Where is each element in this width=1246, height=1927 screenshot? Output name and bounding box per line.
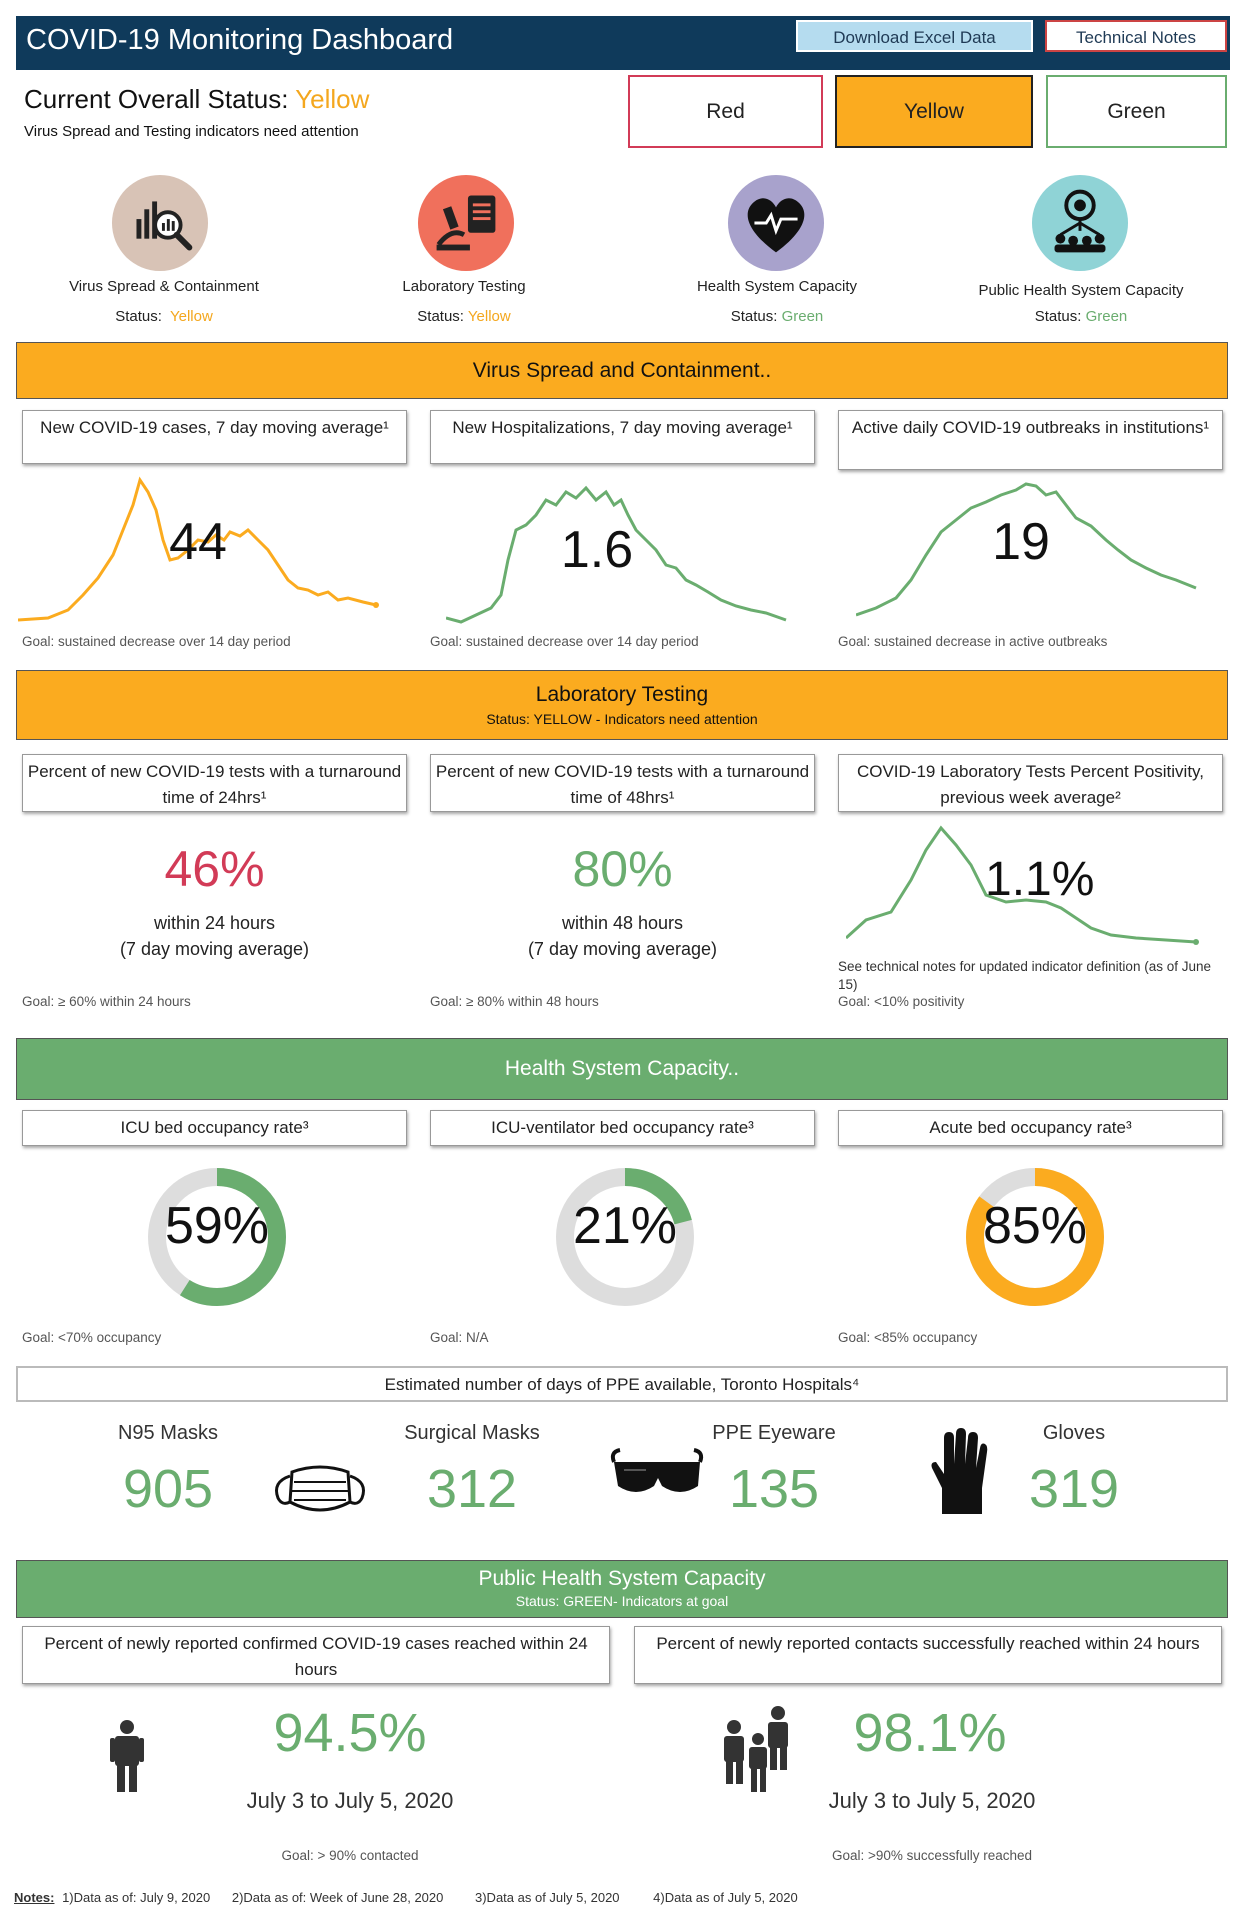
goggles-icon bbox=[610, 1448, 704, 1492]
value-acute-occupancy: 85% bbox=[982, 1197, 1088, 1255]
lab-section-subtitle: Status: YELLOW - Indicators need attenti… bbox=[486, 711, 758, 727]
ppe-label-n95: N95 Masks bbox=[117, 1422, 219, 1444]
lab-card-title-24hrs: Percent of new COVID-19 tests with a tur… bbox=[22, 754, 407, 812]
sparkline-cases bbox=[18, 476, 379, 622]
person-icon bbox=[110, 1720, 144, 1792]
category-status-public: Status: Green bbox=[1034, 308, 1128, 325]
ppe-value-gloves: 319 bbox=[1028, 1459, 1120, 1519]
virus-section-title: Virus Spread and Containment.. bbox=[472, 359, 772, 382]
ppe-label-gloves: Gloves bbox=[1042, 1422, 1106, 1444]
health-section-banner: Health System Capacity.. bbox=[16, 1038, 1228, 1100]
health-card-title-acute: Acute bed occupancy rate³ bbox=[838, 1110, 1223, 1146]
goal-icu-occupancy: Goal: <70% occupancy bbox=[22, 1330, 162, 1345]
goal-positivity: Goal: <10% positivity bbox=[838, 994, 965, 1009]
donut-acute bbox=[966, 1168, 1104, 1306]
sub-turnaround-48hrs: within 48 hours (7 day moving average) bbox=[527, 913, 718, 959]
sparkline-hospitalizations bbox=[446, 485, 787, 624]
donut-icu bbox=[148, 1168, 286, 1306]
heart-pulse-icon bbox=[727, 174, 825, 272]
status-green-button[interactable]: Green bbox=[1046, 75, 1227, 148]
period-contacts-reached: July 3 to July 5, 2020 bbox=[828, 1788, 1036, 1813]
group-icon bbox=[724, 1706, 788, 1792]
goal-turnaround-48hrs: Goal: ≥ 80% within 48 hours bbox=[430, 994, 599, 1009]
ppe-title: Estimated number of days of PPE availabl… bbox=[16, 1366, 1228, 1402]
value-positivity: 1.1% bbox=[985, 853, 1095, 906]
lab-section-banner: Laboratory Testing Status: YELLOW - Indi… bbox=[16, 670, 1228, 740]
virus-section-banner: Virus Spread and Containment.. bbox=[16, 342, 1228, 399]
value-hospitalizations: 1.6 bbox=[560, 521, 634, 579]
chart-magnifier-icon bbox=[111, 174, 209, 272]
public-card-title-contacts: Percent of newly reported contacts succe… bbox=[634, 1626, 1222, 1684]
public-section-subtitle: Status: GREEN- Indicators at goal bbox=[515, 1593, 729, 1609]
face-mask-icon bbox=[275, 1465, 365, 1512]
value-outbreaks: 19 bbox=[992, 513, 1050, 571]
goal-acute-occupancy: Goal: <85% occupancy bbox=[838, 1330, 978, 1345]
donut-ventilator bbox=[556, 1168, 694, 1306]
public-card-title-cases: Percent of newly reported confirmed COVI… bbox=[22, 1626, 610, 1684]
health-card-title-icu: ICU bed occupancy rate³ bbox=[22, 1110, 407, 1146]
sub-turnaround-24hrs: within 24 hours (7 day moving average) bbox=[119, 913, 310, 959]
sparkline-positivity bbox=[846, 825, 1199, 945]
value-ventilator-occupancy: 21% bbox=[572, 1197, 678, 1255]
note-4: 4)Data as of July 5, 2020 bbox=[653, 1890, 798, 1905]
ppe-value-eyeware: 135 bbox=[728, 1459, 820, 1519]
dashboard-title: COVID-19 Monitoring Dashboard bbox=[26, 24, 454, 56]
ppe-value-surgical: 312 bbox=[426, 1459, 518, 1519]
value-turnaround-48hrs: 80% bbox=[572, 841, 673, 897]
virus-card-title-hospitalizations: New Hospitalizations, 7 day moving avera… bbox=[430, 410, 815, 464]
dashboard-header: COVID-19 Monitoring Dashboard Download E… bbox=[16, 16, 1230, 70]
footnotes: Notes: 1)Data as of: July 9, 2020 2)Data… bbox=[14, 1890, 798, 1905]
note-1: 1)Data as of: July 9, 2020 bbox=[62, 1890, 211, 1905]
technical-notes-button[interactable]: Technical Notes bbox=[1045, 20, 1227, 52]
category-status-virus: Status: Yellow bbox=[115, 308, 213, 325]
category-label-lab: Laboratory Testing bbox=[402, 278, 526, 295]
goal-new-cases: Goal: sustained decrease over 14 day per… bbox=[22, 634, 291, 649]
category-label-public: Public Health System Capacity bbox=[978, 282, 1184, 299]
ppe-label-surgical: Surgical Masks bbox=[404, 1422, 540, 1444]
download-excel-button[interactable]: Download Excel Data bbox=[796, 20, 1033, 52]
sparkline-outbreaks bbox=[856, 482, 1197, 617]
category-label-health: Health System Capacity bbox=[696, 278, 858, 295]
overall-status-label: Current Overall Status: bbox=[24, 84, 296, 114]
goal-outbreaks: Goal: sustained decrease in active outbr… bbox=[838, 634, 1108, 649]
notes-label: Notes: bbox=[14, 1890, 55, 1905]
virus-card-title-outbreaks: Active daily COVID-19 outbreaks in insti… bbox=[838, 410, 1223, 470]
people-network-icon bbox=[1031, 174, 1129, 272]
note-3: 3)Data as of July 5, 2020 bbox=[475, 1890, 620, 1905]
overall-status-heading: Current Overall Status: Yellow bbox=[24, 84, 369, 115]
ppe-value-n95: 905 bbox=[122, 1459, 214, 1519]
category-status-health: Status: Green bbox=[730, 308, 824, 325]
lab-card-title-48hrs: Percent of new COVID-19 tests with a tur… bbox=[430, 754, 815, 812]
note-positivity: See technical notes for updated indicato… bbox=[838, 959, 1211, 992]
value-contacts-reached: 98.1% bbox=[853, 1703, 1007, 1763]
category-status-lab: Status: Yellow bbox=[417, 308, 511, 325]
health-card-title-ventilator: ICU-ventilator bed occupancy rate³ bbox=[430, 1110, 815, 1146]
public-section-title: Public Health System Capacity bbox=[478, 1567, 766, 1590]
goal-turnaround-24hrs: Goal: ≥ 60% within 24 hours bbox=[22, 994, 191, 1009]
status-red-button[interactable]: Red bbox=[628, 75, 823, 148]
overall-status-value: Yellow bbox=[295, 84, 370, 114]
health-section-title: Health System Capacity.. bbox=[504, 1057, 740, 1080]
value-cases-reached: 94.5% bbox=[273, 1703, 427, 1763]
note-2: 2)Data as of: Week of June 28, 2020 bbox=[231, 1890, 444, 1905]
glove-icon bbox=[931, 1428, 988, 1514]
goal-ventilator-occupancy: Goal: N/A bbox=[430, 1330, 489, 1345]
overall-status-subtitle: Virus Spread and Testing indicators need… bbox=[24, 123, 359, 140]
goal-contacts-reached: Goal: >90% successfully reached bbox=[832, 1848, 1032, 1863]
public-section-banner: Public Health System Capacity Status: GR… bbox=[16, 1560, 1228, 1618]
lab-section-title: Laboratory Testing bbox=[535, 683, 709, 706]
virus-card-title-cases: New COVID-19 cases, 7 day moving average… bbox=[22, 410, 407, 464]
microscope-clipboard-icon bbox=[417, 174, 515, 272]
goal-cases-reached: Goal: > 90% contacted bbox=[281, 1848, 419, 1863]
lab-card-title-positivity: COVID-19 Laboratory Tests Percent Positi… bbox=[838, 754, 1223, 812]
ppe-label-eyeware: PPE Eyeware bbox=[712, 1422, 836, 1444]
period-cases-reached: July 3 to July 5, 2020 bbox=[246, 1788, 454, 1813]
goal-hospitalizations: Goal: sustained decrease over 14 day per… bbox=[430, 634, 699, 649]
value-icu-occupancy: 59% bbox=[164, 1197, 270, 1255]
status-yellow-button[interactable]: Yellow bbox=[835, 75, 1033, 148]
value-new-cases: 44 bbox=[169, 513, 227, 571]
category-label-virus: Virus Spread & Containment bbox=[69, 278, 259, 295]
value-turnaround-24hrs: 46% bbox=[164, 841, 265, 897]
